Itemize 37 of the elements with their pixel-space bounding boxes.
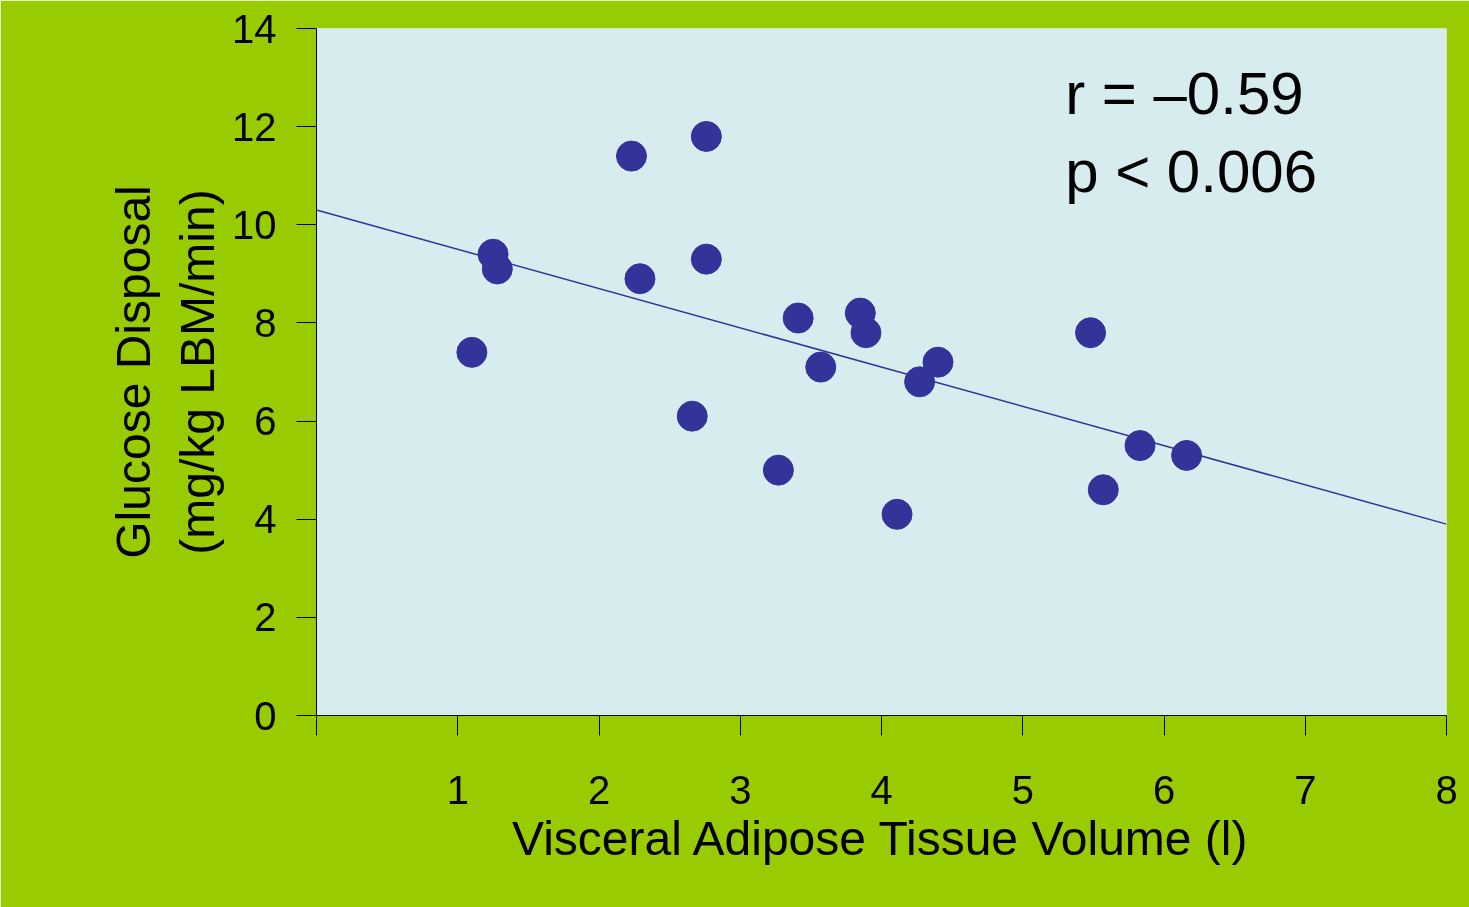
- x-tick-label: 8: [1435, 767, 1458, 812]
- x-tick-label: 2: [587, 767, 611, 812]
- point: [690, 243, 722, 275]
- y-tick-label: 0: [254, 693, 277, 738]
- x-tick-label: 5: [1011, 767, 1034, 812]
- x-tick-label: 4: [870, 767, 893, 812]
- point: [676, 400, 708, 432]
- point: [615, 140, 647, 172]
- point: [1124, 430, 1156, 462]
- x-tick-label: 1: [446, 767, 469, 812]
- y-tick-label: 12: [232, 104, 277, 149]
- x-tick-label: 3: [729, 767, 752, 812]
- y-tick-label: 14: [232, 6, 277, 51]
- annotation: r = –0.59: [1065, 59, 1304, 127]
- y-axis-title: Glucose Disposal (mg/kg LBM/min): [107, 185, 225, 559]
- y-tick-label: 4: [254, 497, 277, 542]
- y-tick-label: 8: [254, 300, 277, 345]
- point: [456, 336, 488, 368]
- y-tick-label: 10: [232, 202, 277, 247]
- point: [690, 120, 722, 152]
- point: [762, 454, 794, 486]
- point: [1171, 439, 1203, 471]
- point: [904, 366, 936, 398]
- point: [1075, 317, 1107, 349]
- x-tick-label: 6: [1152, 767, 1176, 812]
- x-tick-label: 7: [1294, 767, 1317, 812]
- y-tick-label: 2: [254, 595, 277, 640]
- point: [782, 302, 814, 334]
- x-axis-title: Visceral Adipose Tissue Volume (l): [512, 811, 1248, 865]
- point: [850, 317, 882, 349]
- point: [805, 351, 837, 383]
- point: [1087, 474, 1119, 506]
- point: [881, 498, 913, 530]
- point: [624, 263, 656, 295]
- point: [922, 346, 954, 378]
- annotation: p < 0.006: [1065, 138, 1318, 206]
- y-tick-label: 6: [254, 399, 277, 444]
